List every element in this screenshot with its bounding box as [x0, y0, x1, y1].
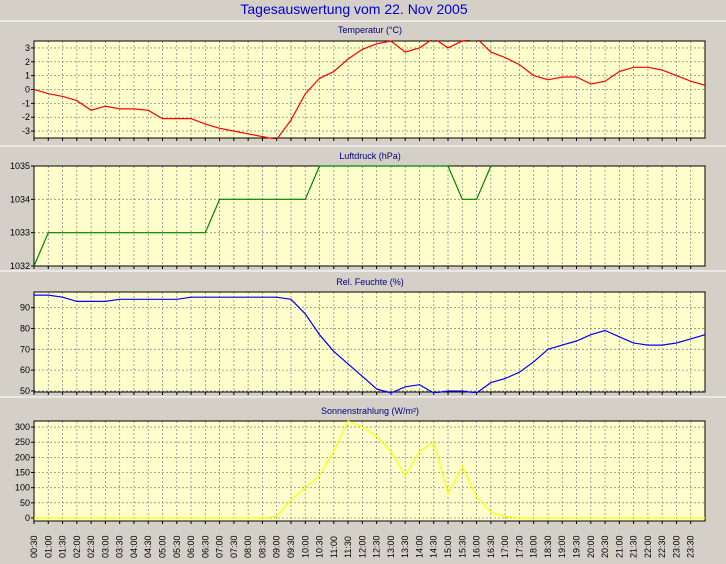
x-tick-label: 19:30	[572, 535, 582, 558]
x-tick-label: 18:00	[529, 535, 539, 558]
main-title: Tagesauswertung vom 22. Nov 2005	[240, 1, 467, 17]
x-tick-label: 04:30	[143, 535, 153, 558]
plot-area	[33, 165, 706, 267]
pressure-panel: Luftdruck (hPa) 1035 1034 1033 1032	[0, 145, 726, 271]
x-axis: 00:30 01:00 01:30 02:00 02:30 03:00 03:30 04:00…	[29, 535, 696, 558]
humidity-title: Rel. Feuchte (%)	[336, 277, 404, 287]
x-tick-label: 22:30	[657, 535, 667, 558]
x-tick-label: 02:00	[72, 535, 82, 558]
x-tick-label: 13:30	[400, 535, 410, 558]
y-tick-label: -1	[22, 98, 30, 108]
x-tick-label: 16:00	[472, 535, 482, 558]
pressure-title: Luftdruck (hPa)	[339, 151, 401, 161]
series-line	[34, 294, 705, 393]
x-tick-label: 12:30	[372, 535, 382, 558]
x-tick-label: 09:30	[286, 535, 296, 558]
x-tick-label: 04:00	[129, 535, 139, 558]
plot-area	[33, 291, 706, 393]
x-tick-label: 08:00	[243, 535, 253, 558]
x-tick-label: 21:00	[614, 535, 624, 558]
x-tick-label: 12:00	[357, 535, 367, 558]
y-tick-label: 50	[20, 386, 30, 396]
x-tick-label: 17:30	[514, 535, 524, 558]
y-tick-label: 1033	[10, 228, 30, 238]
y-tick-label: 300	[15, 422, 30, 432]
plot-border	[33, 291, 706, 393]
x-tick-label: 16:30	[486, 535, 496, 558]
x-tick-label: 06:00	[186, 535, 196, 558]
x-tick-label: 08:30	[257, 535, 267, 558]
y-tick-label: 3	[25, 43, 30, 53]
x-tick-label: 03:00	[100, 535, 110, 558]
x-tick-label: 11:30	[343, 536, 353, 558]
y-tick-label: 1035	[10, 161, 30, 171]
x-tick-label: 07:30	[229, 535, 239, 558]
x-tick-label: 10:30	[315, 535, 325, 558]
x-tick-label: 15:00	[443, 535, 453, 558]
y-tick-label: 2	[25, 57, 30, 67]
y-tick-label: 0	[25, 85, 30, 95]
x-tick-label: 20:00	[586, 535, 596, 558]
x-tick-label: 01:00	[43, 535, 53, 558]
x-tick-label: 22:00	[643, 535, 653, 558]
series-line	[34, 40, 705, 139]
x-tick-label: 03:30	[115, 535, 125, 558]
humidity-panel: Rel. Feuchte (%) 90 80 70 60 50	[0, 270, 726, 396]
temperature-panel: Temperatur (°C) 3 2 1 0 -1 -2 -3	[0, 20, 726, 141]
x-tick-label: 01:30	[58, 535, 68, 558]
x-tick-label: 06:30	[200, 535, 210, 558]
y-tick-label: -2	[22, 112, 30, 122]
x-tick-label: 17:00	[500, 535, 510, 558]
y-tick-label: 250	[15, 437, 30, 447]
plot-area	[33, 40, 706, 139]
x-tick-label: 14:00	[414, 535, 424, 558]
plot-area	[33, 420, 706, 522]
y-tick-label: 150	[15, 468, 30, 478]
x-tick-label: 13:00	[386, 535, 396, 558]
x-tick-label: 07:00	[215, 535, 225, 558]
y-tick-label: 200	[15, 452, 30, 462]
x-tick-label: 00:30	[29, 535, 39, 558]
x-tick-label: 10:00	[300, 535, 310, 558]
y-tick-label: -3	[22, 126, 30, 136]
y-tick-label: 100	[15, 483, 30, 493]
x-tick-label: 23:00	[671, 535, 681, 558]
plot-border	[33, 420, 706, 522]
x-tick-label: 09:00	[272, 535, 282, 558]
y-tick-label: 60	[20, 365, 30, 375]
x-tick-label: 14:30	[429, 535, 439, 558]
x-tick-label: 15:30	[457, 535, 467, 558]
series-line	[34, 165, 492, 267]
y-tick-label: 1	[25, 71, 30, 81]
x-tick-label: 21:30	[629, 535, 639, 558]
x-tick-label: 19:00	[557, 535, 567, 558]
y-tick-label: 90	[20, 303, 30, 313]
x-tick-label: 11:00	[329, 536, 339, 558]
temperature-title: Temperatur (°C)	[338, 25, 402, 35]
series-line	[34, 420, 705, 519]
y-tick-label: 50	[20, 498, 30, 508]
x-tick-label: 02:30	[86, 535, 96, 558]
y-tick-label: 0	[25, 513, 30, 523]
x-tick-label: 05:00	[157, 535, 167, 558]
y-tick-label: 80	[20, 323, 30, 333]
x-tick-label: 05:30	[172, 535, 182, 558]
y-tick-label: 1034	[10, 194, 30, 204]
radiation-panel: Sonnenstrahlung (W/m²) 300 250 200 150 100 50…	[0, 396, 726, 524]
x-tick-label: 20:30	[600, 535, 610, 558]
radiation-title: Sonnenstrahlung (W/m²)	[321, 406, 419, 416]
y-tick-label: 70	[20, 344, 30, 354]
y-tick-label: 1032	[10, 261, 30, 271]
x-tick-label: 23:30	[686, 535, 696, 558]
x-tick-label: 18:30	[543, 535, 553, 558]
